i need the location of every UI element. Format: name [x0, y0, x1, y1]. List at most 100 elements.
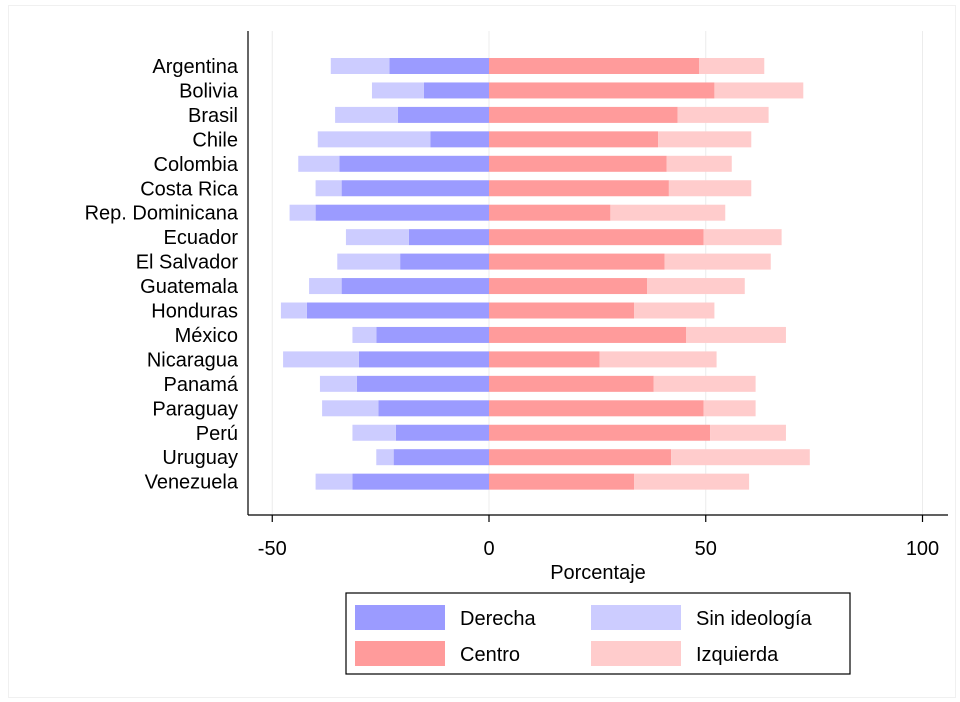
bar-derecha-rep-dominicana — [315, 204, 489, 221]
category-label-ecuador: Ecuador — [164, 227, 239, 249]
x-tick-label: -50 — [258, 538, 287, 560]
bar-sin-ideologia-brasil — [335, 106, 398, 123]
bar-sin-ideologia-chile — [317, 131, 431, 148]
category-label-colombia: Colombia — [154, 154, 239, 176]
bar-sin-ideologia-colombia — [298, 155, 340, 172]
bar-izquierda-argentina — [699, 58, 765, 74]
bar-sin-ideologia-ecuador — [345, 229, 409, 246]
bar-derecha-peru — [395, 424, 489, 441]
bar-centro-argentina — [489, 58, 700, 74]
bar-derecha-paraguay — [378, 400, 489, 417]
bar-centro-panama — [489, 375, 654, 392]
bar-izquierda-bolivia — [714, 82, 804, 99]
bar-izquierda-guatemala — [647, 278, 745, 295]
category-label-panama: Panamá — [164, 374, 239, 396]
bar-sin-ideologia-honduras — [280, 302, 307, 319]
bar-centro-bolivia — [489, 82, 715, 99]
bar-centro-chile — [489, 131, 659, 148]
bar-sin-ideologia-panama — [319, 375, 357, 392]
bar-izquierda-costa-rica — [668, 180, 752, 197]
bar-derecha-honduras — [306, 302, 489, 319]
legend-label-sin-ideologia: Sin ideología — [696, 608, 813, 630]
category-label-el-salvador: El Salvador — [136, 252, 239, 274]
bar-centro-ecuador — [489, 229, 704, 246]
bar-izquierda-chile — [658, 131, 752, 148]
bar-derecha-panama — [356, 375, 489, 392]
bar-izquierda-brasil — [677, 106, 769, 123]
bar-centro-honduras — [489, 302, 635, 319]
legend-label-izquierda: Izquierda — [696, 644, 779, 666]
category-label-bolivia: Bolivia — [179, 80, 239, 102]
bar-sin-ideologia-el-salvador — [337, 253, 401, 270]
bar-izquierda-el-salvador — [664, 253, 771, 270]
category-label-chile: Chile — [192, 129, 238, 151]
x-tick-labels: -50 0 50 100 — [258, 538, 939, 560]
bar-centro-peru — [489, 424, 711, 441]
category-label-guatemala: Guatemala — [140, 276, 239, 298]
legend: Derecha Sin ideología Centro Izquierda — [345, 592, 851, 675]
bar-derecha-uruguay — [393, 449, 489, 466]
bar-derecha-el-salvador — [400, 253, 489, 270]
legend-label-derecha: Derecha — [460, 608, 536, 630]
bar-sin-ideologia-argentina — [330, 58, 390, 74]
legend-swatch-izquierda — [591, 641, 681, 666]
legend-swatch-sin-ideologia — [591, 605, 681, 630]
legend-label-centro: Centro — [460, 644, 520, 666]
bar-centro-nicaragua — [489, 351, 600, 368]
bar-sin-ideologia-bolivia — [371, 82, 424, 99]
bar-izquierda-honduras — [634, 302, 715, 319]
chart-frame — [8, 5, 956, 698]
category-label-nicaragua: Nicaragua — [147, 349, 239, 371]
category-label-rep-dominicana: Rep. Dominicana — [85, 203, 239, 225]
category-label-argentina: Argentina — [152, 56, 238, 78]
category-label-costa-rica: Costa Rica — [140, 178, 239, 200]
bar-sin-ideologia-peru — [352, 424, 396, 441]
bar-izquierda-uruguay — [671, 449, 810, 466]
bar-izquierda-venezuela — [634, 473, 750, 490]
bar-sin-ideologia-guatemala — [309, 278, 342, 295]
legend-swatch-centro — [355, 641, 445, 666]
axes — [247, 31, 948, 522]
bar-derecha-guatemala — [341, 278, 489, 295]
bar-derecha-nicaragua — [358, 351, 489, 368]
x-tick-label: 0 — [483, 538, 494, 560]
bar-derecha-chile — [430, 131, 489, 148]
bar-izquierda-colombia — [666, 155, 732, 172]
x-tick-label: 50 — [695, 538, 717, 560]
bar-derecha-ecuador — [408, 229, 489, 246]
bar-centro-guatemala — [489, 278, 648, 295]
bar-derecha-venezuela — [352, 473, 489, 490]
bar-derecha-colombia — [339, 155, 489, 172]
bar-centro-brasil — [489, 106, 678, 123]
bar-sin-ideologia-uruguay — [376, 449, 394, 466]
category-label-mexico: México — [175, 325, 238, 347]
category-label-brasil: Brasil — [188, 105, 238, 127]
bar-sin-ideologia-venezuela — [315, 473, 353, 490]
bar-izquierda-rep-dominicana — [610, 204, 726, 221]
bar-sin-ideologia-mexico — [352, 326, 377, 343]
bar-izquierda-paraguay — [703, 400, 756, 417]
bar-izquierda-peru — [710, 424, 786, 441]
bar-centro-uruguay — [489, 449, 672, 466]
bar-centro-mexico — [489, 326, 687, 343]
category-label-honduras: Honduras — [151, 301, 238, 323]
category-label-peru: Perú — [196, 423, 238, 445]
bar-centro-paraguay — [489, 400, 704, 417]
bar-centro-el-salvador — [489, 253, 665, 270]
bar-derecha-mexico — [376, 326, 489, 343]
x-tick-label: 100 — [906, 538, 939, 560]
bar-sin-ideologia-nicaragua — [283, 351, 359, 368]
x-axis-label: Porcentaje — [550, 562, 646, 584]
bar-derecha-argentina — [389, 58, 489, 74]
bar-derecha-costa-rica — [341, 180, 489, 197]
bar-derecha-brasil — [397, 106, 489, 123]
gridlines — [271, 31, 923, 515]
bar-izquierda-nicaragua — [599, 351, 717, 368]
bar-sin-ideologia-rep-dominicana — [289, 204, 316, 221]
bar-izquierda-mexico — [686, 326, 786, 343]
bar-centro-costa-rica — [489, 180, 669, 197]
bar-centro-venezuela — [489, 473, 635, 490]
category-label-venezuela: Venezuela — [145, 472, 239, 494]
